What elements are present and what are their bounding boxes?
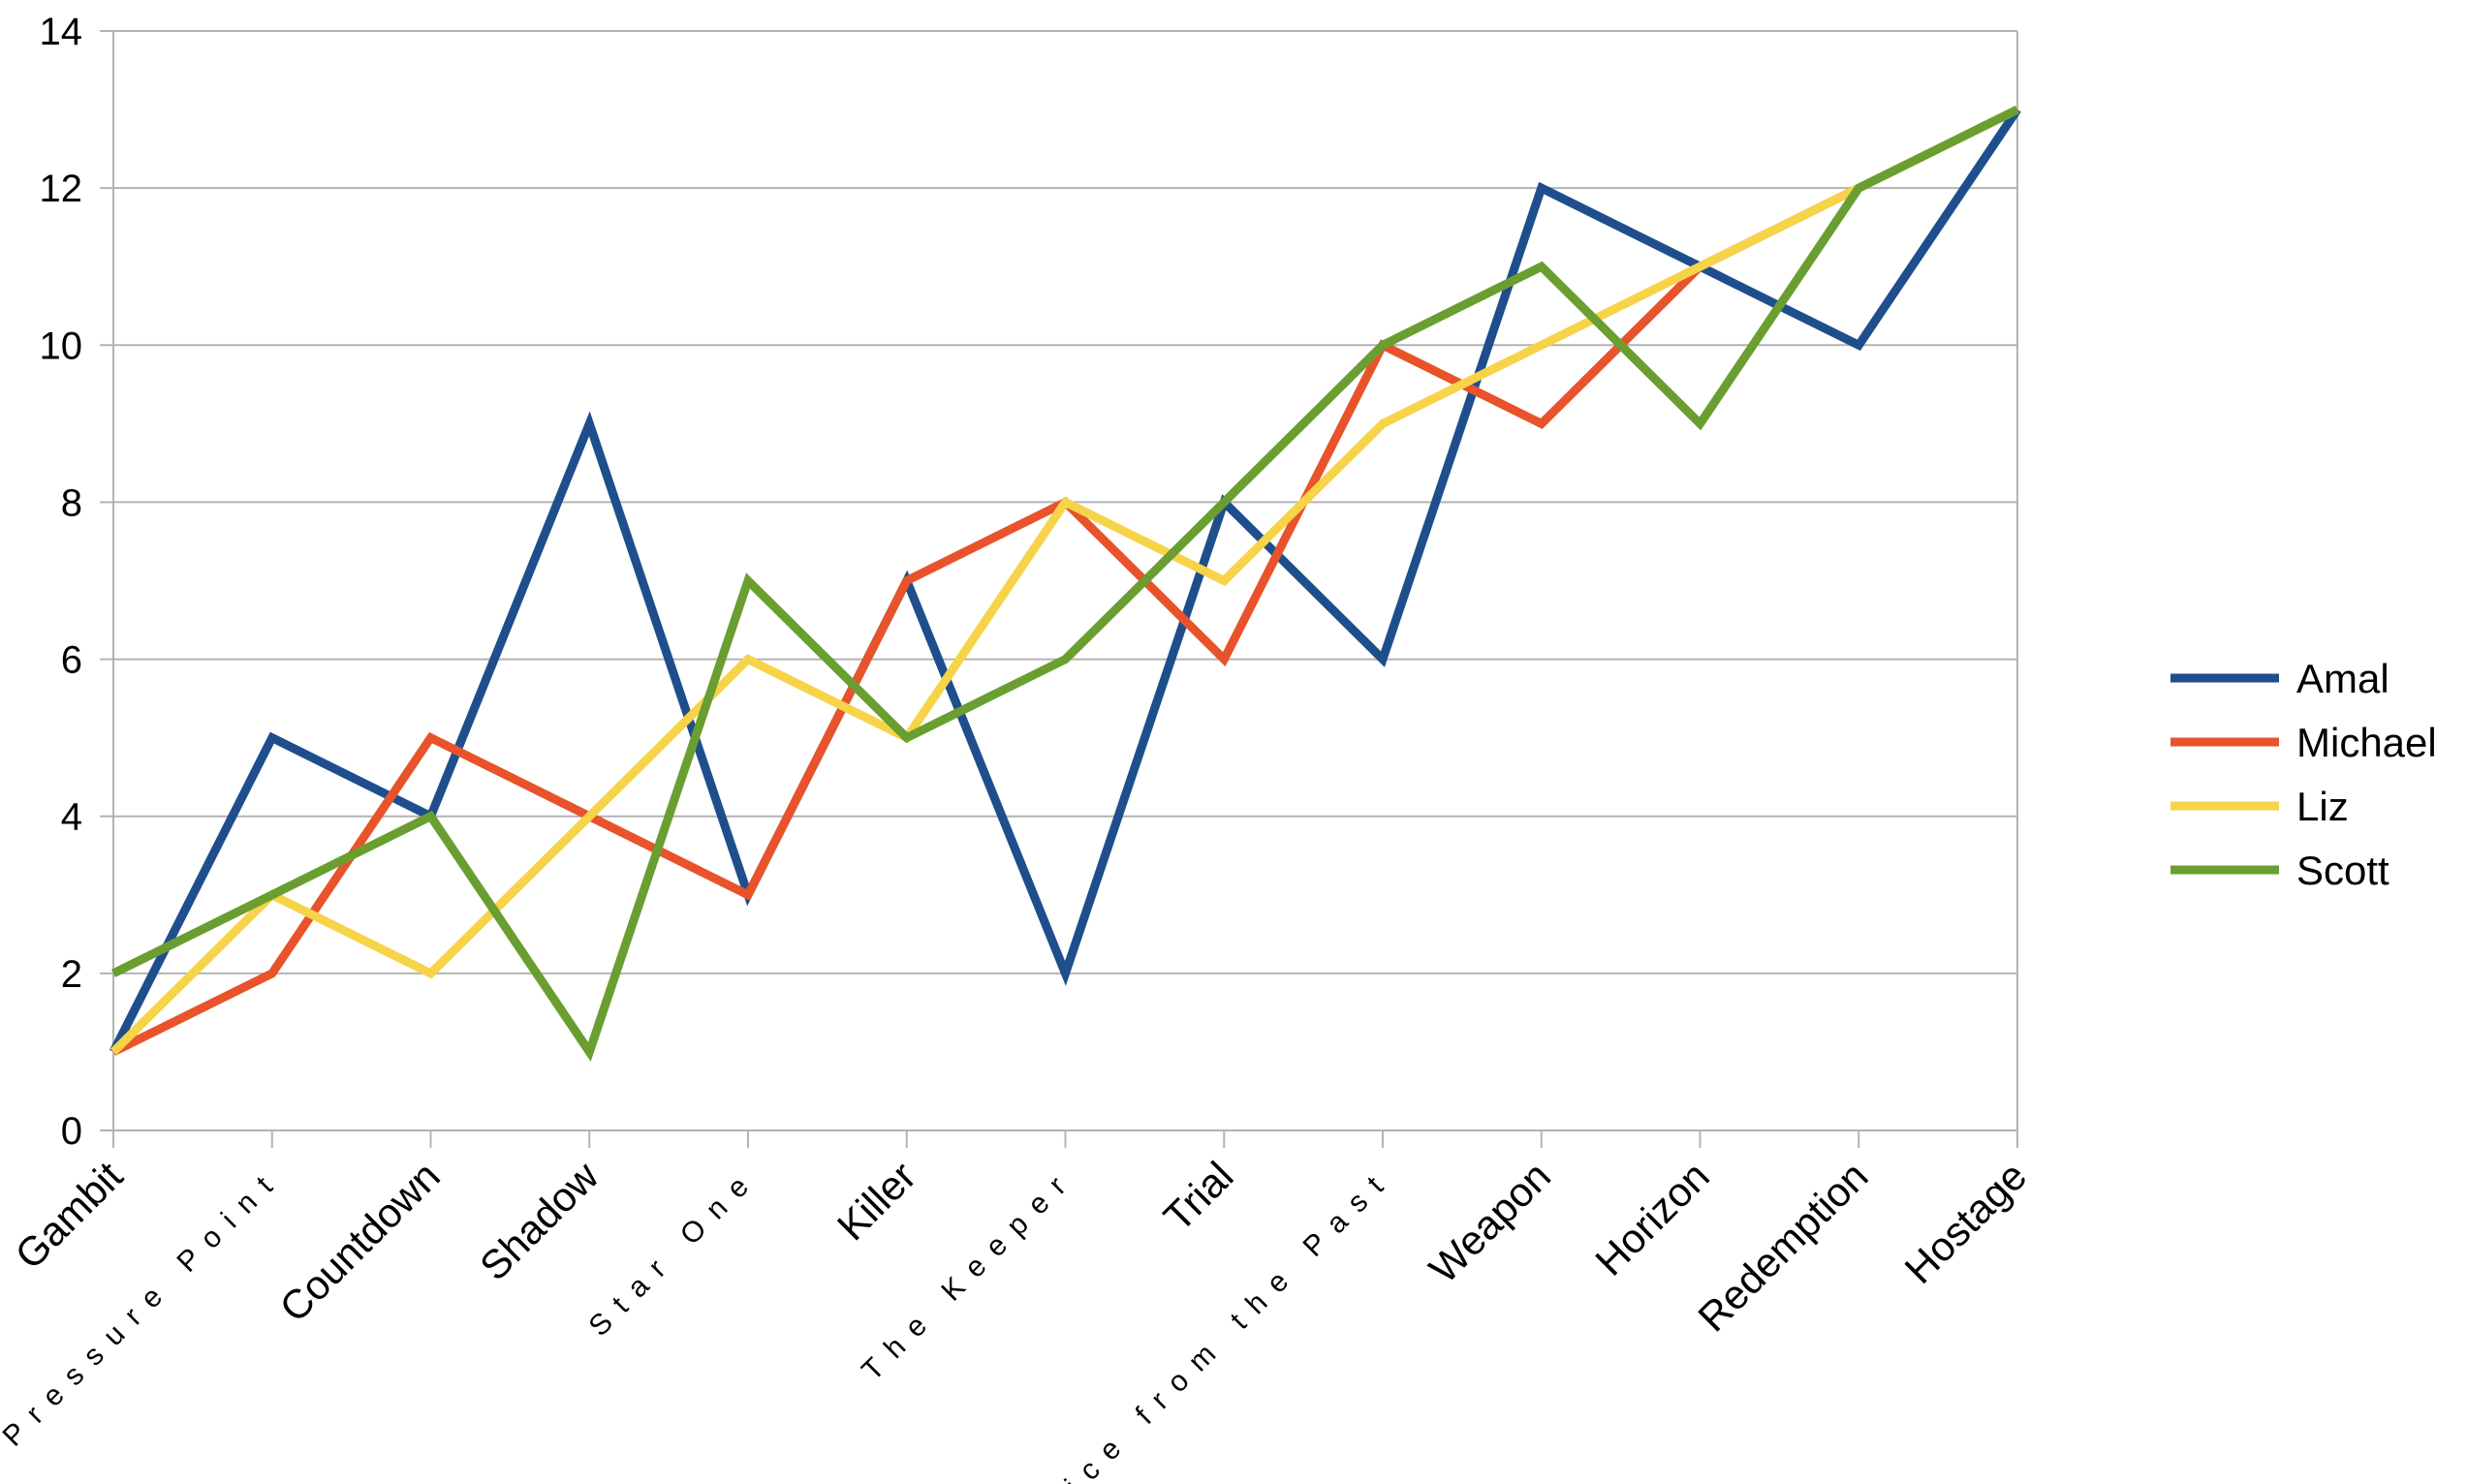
x-tick-label: Gambit [6, 1153, 131, 1278]
x-tick-label: Hostage [1896, 1153, 2036, 1292]
x-tick-label: Horizon [1586, 1153, 1718, 1284]
x-tick-label: Pressure Point [0, 1161, 289, 1453]
legend-label: Amal [2296, 656, 2389, 701]
legend-label: Liz [2296, 784, 2349, 829]
x-tick-label: Star One [583, 1161, 765, 1343]
x-tick-label: Redemption [1689, 1153, 1876, 1340]
legend-label: Michael [2296, 720, 2437, 765]
series-line-liz [109, 106, 2019, 1056]
y-tick-label: 10 [40, 325, 83, 367]
axes [100, 30, 2018, 1148]
y-tick-label: 8 [61, 481, 82, 524]
series-lines [109, 106, 2021, 1062]
legend-label: Scott [2296, 848, 2389, 893]
x-tick-label: Weapon [1421, 1153, 1559, 1291]
x-tick-label: Countdown [270, 1153, 448, 1330]
y-tick-labels: 0 2 4 6 8 10 12 14 [40, 11, 83, 1153]
y-tick-label: 6 [61, 639, 82, 682]
y-tick-label: 0 [61, 1110, 82, 1153]
y-tick-label: 2 [61, 953, 82, 996]
x-tick-label: Shadow [471, 1153, 608, 1289]
legend: Amal Michael Liz Scott [2170, 656, 2437, 893]
y-tick-label: 14 [40, 11, 83, 53]
series-line-scott [111, 106, 2019, 1062]
x-tick-label: Killer [828, 1153, 924, 1249]
y-tick-label: 12 [40, 168, 83, 210]
x-tick-label: Trial [1155, 1153, 1242, 1240]
y-tick-label: 4 [61, 796, 82, 839]
